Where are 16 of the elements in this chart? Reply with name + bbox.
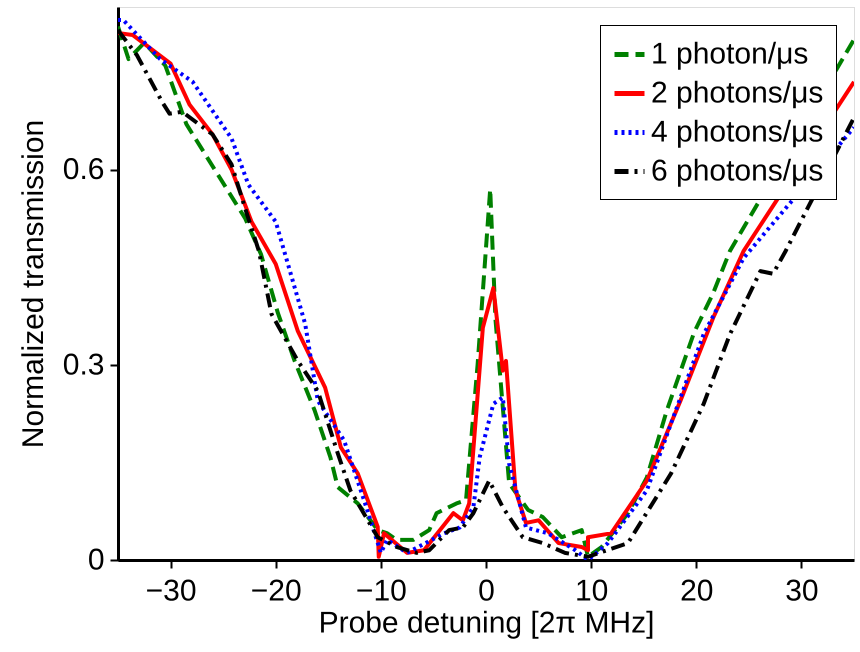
legend-label: 6 photons/μs [651, 154, 824, 188]
x-tick-label: 10 [574, 574, 608, 608]
legend-label: 2 photons/μs [651, 76, 824, 110]
y-tick-label: 0.3 [62, 348, 104, 382]
x-tick-label: 0 [478, 574, 495, 608]
legend-label: 4 photons/μs [651, 116, 824, 148]
y-axis-title: Normalized transmission [16, 120, 50, 448]
y-tick-label: 0 [88, 544, 104, 576]
x-tick-label: −30 [146, 574, 197, 608]
x-tick-label: −20 [250, 574, 302, 608]
legend-label: 1 photon/μs [651, 38, 808, 70]
x-tick-label: 30 [785, 574, 819, 608]
x-tick-label: −10 [356, 574, 407, 608]
x-axis-title: Probe detuning [2π MHz] [318, 606, 654, 640]
x-tick-label: 20 [680, 574, 714, 608]
y-tick-label: 0.6 [62, 153, 104, 186]
